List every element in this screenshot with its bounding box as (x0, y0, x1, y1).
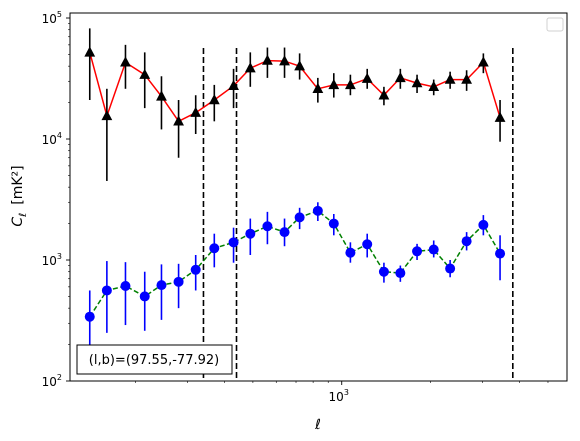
annotation-box: (l,b)=(97.55,-77.92) (76, 344, 233, 375)
series-1-point (120, 280, 131, 291)
y-tick-label: 105 (42, 10, 62, 26)
series-0-point (228, 79, 239, 91)
series-0-point (312, 82, 324, 93)
series-0-point (477, 56, 489, 67)
series-1-point (173, 276, 184, 287)
series-0-point (173, 115, 184, 126)
series-1-point (328, 218, 339, 229)
y-tick-label-exponent: 3 (57, 252, 62, 261)
y-tick-label-base: 10 (42, 12, 57, 26)
series-1-point (362, 239, 373, 250)
series-1-point (294, 212, 305, 223)
series-0-point (120, 56, 131, 67)
series-0-point (262, 54, 273, 65)
y-axis-label-main: C (10, 217, 26, 227)
y-tick-label: 103 (42, 252, 62, 268)
series-1-point (101, 285, 112, 296)
y-tick-label: 102 (42, 373, 62, 389)
x-tick-label-exponent: 3 (344, 388, 349, 397)
series-0-point (208, 94, 220, 105)
series-0-point (244, 62, 256, 73)
series-0-point (156, 90, 167, 101)
series-1-point (262, 221, 273, 232)
annotation-text: (l,b)=(97.55,-77.92) (89, 353, 219, 368)
series-1-point (378, 266, 389, 277)
series-1-point (312, 205, 323, 216)
y-axis-label-sub: ℓ (18, 213, 29, 217)
series-0-point (428, 80, 440, 92)
series-1-point (478, 219, 489, 230)
series-0-point (294, 60, 306, 71)
series-0-point (394, 71, 406, 83)
series-1-point (84, 311, 95, 322)
series-0-point (84, 46, 96, 57)
y-tick-label-base: 10 (42, 375, 57, 389)
y-tick-label-base: 10 (42, 133, 57, 147)
series-1-point (209, 243, 220, 254)
y-tick-label-exponent: 5 (57, 10, 62, 19)
series-0-point (328, 78, 340, 90)
series-1-point (139, 291, 150, 302)
y-tick-label-exponent: 2 (57, 373, 62, 382)
series-0-point (279, 55, 290, 66)
series-0-point (190, 106, 202, 117)
svg-text:Cℓ[mK²]: Cℓ [mK²] (10, 165, 29, 226)
series-1-point (495, 248, 506, 259)
series-0-line (89, 52, 501, 123)
series-1-point (461, 236, 472, 247)
series-1-point (345, 247, 356, 258)
x-tick-label-base: 10 (329, 390, 344, 404)
plot-frame (69, 12, 568, 382)
series-1-line (89, 209, 501, 318)
series-0-point (344, 78, 356, 90)
series-1-point (428, 244, 439, 255)
series-0-point (461, 73, 473, 84)
series-1-point (245, 228, 256, 239)
series-0-point (494, 111, 506, 122)
y-tick-label: 104 (42, 131, 62, 147)
plot-area (84, 28, 514, 381)
y-tick-label-base: 10 (42, 254, 57, 268)
x-tick-label: 103 (329, 388, 349, 404)
x-axis-label: ℓ (314, 417, 321, 433)
series-0-point (378, 89, 390, 100)
series-0-point (139, 68, 151, 79)
series-1-point (190, 264, 201, 275)
series-1-point (228, 237, 239, 248)
y-tick-label-exponent: 4 (57, 131, 62, 140)
y-axis-label-unit: [mK²] (10, 165, 26, 204)
series-0-point (101, 109, 113, 121)
legend-box (546, 17, 564, 32)
series-1-point (395, 268, 406, 279)
series-1-point (279, 227, 290, 238)
series-0-point (444, 73, 456, 84)
series-1-point (156, 280, 167, 291)
series-0-point (361, 72, 373, 83)
y-axis-label: Cℓ [mK²] (10, 165, 29, 226)
series-1-point (412, 246, 423, 257)
series-0-point (411, 77, 423, 88)
series-1-point (445, 263, 456, 274)
